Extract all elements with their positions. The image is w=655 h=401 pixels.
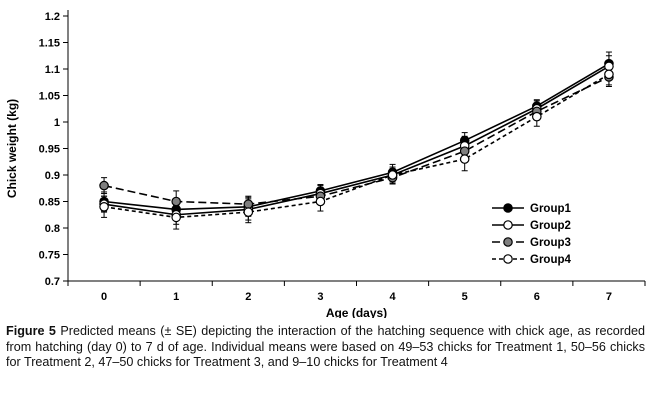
x-tick-label: 4: [390, 291, 397, 303]
y-tick-label: 1: [54, 117, 60, 129]
series-lines: [103, 63, 610, 219]
marker-group4: [387, 170, 398, 180]
x-axis-title: Age (days): [326, 306, 387, 318]
marker-group2: [604, 61, 614, 72]
marker-group3: [459, 146, 470, 156]
marker-group3: [171, 196, 181, 207]
marker-group4: [459, 154, 470, 164]
marker-group4: [171, 212, 181, 223]
y-axis-title: Chick weight (kg): [5, 99, 19, 198]
x-axis-ticks: 0 1 2 3 4 5 6 7: [67, 281, 646, 303]
y-tick-label: 1.2: [45, 11, 60, 23]
x-tick-label: 6: [534, 291, 540, 303]
series-line-group3: [103, 76, 610, 205]
x-tick-label: 3: [317, 291, 323, 303]
legend-label-group2: Group2: [530, 220, 571, 232]
series-line-group4: [103, 73, 610, 219]
legend-label-group1: Group1: [530, 203, 571, 215]
y-tick-label: 0.8: [45, 223, 60, 235]
x-tick-label: 0: [101, 291, 107, 303]
figure-label: Figure 5: [6, 324, 56, 338]
y-tick-label: 1.05: [39, 91, 60, 103]
caption-text: Predicted means (± SE) depicting the int…: [6, 324, 645, 370]
marker-group4: [532, 111, 542, 122]
marker-group4: [315, 196, 326, 207]
x-tick-label: 1: [173, 291, 179, 303]
marker-group4: [604, 69, 614, 80]
x-tick-label: 5: [462, 291, 468, 303]
figure-caption: Figure 5 Predicted means (± SE) depictin…: [6, 324, 645, 371]
marker-group4: [243, 207, 254, 217]
y-tick-label: 0.75: [39, 250, 60, 262]
series-line-group1: [103, 63, 610, 211]
axis-titles: Chick weight (kg) Age (days): [5, 99, 387, 318]
series-line-group2: [103, 65, 610, 216]
y-axis-ticks: 0.7 0.75 0.8 0.85 0.9 0.95 1 1.05 1.1 1.15 1.2: [39, 11, 68, 288]
marker-group4: [99, 202, 109, 212]
chick-weight-chart: 0.7 0.75 0.8 0.85 0.9 0.95 1 1.05 1.1 1.15 1.2 0 1 2 3…: [5, 10, 646, 318]
y-tick-label: 0.95: [39, 144, 60, 156]
marker-group3: [99, 180, 109, 191]
x-tick-label: 7: [606, 291, 612, 303]
legend: Group1 Group2 Group3 Group4: [492, 203, 571, 266]
x-tick-label: 2: [245, 291, 251, 303]
y-tick-label: 1.1: [45, 64, 60, 76]
y-tick-label: 0.9: [45, 170, 60, 182]
legend-label-group4: Group4: [530, 254, 571, 266]
legend-label-group3: Group3: [530, 237, 571, 249]
y-tick-label: 0.85: [39, 197, 60, 209]
chart-plot: 0.7 0.75 0.8 0.85 0.9 0.95 1 1.05 1.1 1.15 1.2 0 1 2 3…: [5, 10, 646, 318]
series-markers: [99, 58, 614, 223]
y-tick-label: 0.7: [45, 276, 60, 288]
marker-group3: [243, 199, 254, 209]
y-tick-label: 1.15: [39, 38, 60, 50]
